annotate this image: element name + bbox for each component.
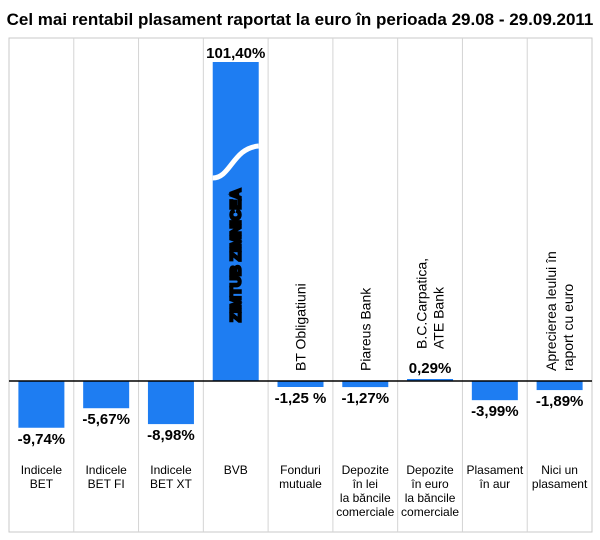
- category-label: Fonduri: [280, 463, 321, 477]
- category-label: BET FI: [88, 477, 125, 491]
- bar: [212, 62, 259, 381]
- category-label: BET: [30, 477, 54, 491]
- category-label: Indicele: [150, 463, 192, 477]
- category-label: Plasament: [466, 463, 523, 477]
- category-label: la băncile: [405, 491, 456, 505]
- bar-name-label: Aprecierea leului în: [543, 251, 559, 371]
- bar: [471, 381, 518, 401]
- data-label: -5,67%: [82, 411, 130, 428]
- column-separators: [73, 38, 528, 532]
- data-label: 101,40%: [206, 45, 265, 62]
- category-label: mutuale: [279, 477, 322, 491]
- category-label: în euro: [410, 477, 449, 491]
- data-label: -3,99%: [471, 403, 519, 420]
- data-label: 0,29%: [409, 360, 452, 377]
- category-label: Indicele: [85, 463, 127, 477]
- data-label: -1,27%: [342, 390, 390, 407]
- bar: [342, 381, 389, 388]
- plot-frame: [8, 37, 593, 533]
- data-label: -1,89%: [536, 393, 584, 410]
- category-label: Nici un: [541, 463, 578, 477]
- bar-name-label: ZIMTUB ZIMNICEA: [228, 189, 245, 322]
- category-label: la băncile: [340, 491, 391, 505]
- bar-name-label: ATE Bank: [431, 286, 447, 349]
- bar: [277, 381, 324, 387]
- category-label: BVB: [224, 463, 248, 477]
- data-label: -8,98%: [147, 427, 195, 444]
- data-label: -1,25 %: [275, 390, 327, 407]
- category-label: în lei: [352, 477, 378, 491]
- bar: [147, 381, 194, 425]
- category-label: plasament: [532, 477, 588, 491]
- bar-name-label: raport cu euro: [560, 284, 576, 371]
- category-label: Depozite: [342, 463, 390, 477]
- category-label: comerciale: [336, 505, 394, 519]
- category-label: Depozite: [406, 463, 454, 477]
- category-label: comerciale: [401, 505, 459, 519]
- category-label: în aur: [478, 477, 510, 491]
- bar-name-label: Piareus Bank: [357, 287, 373, 371]
- data-label: -9,74%: [18, 431, 66, 448]
- bar: [83, 381, 130, 409]
- bars: [18, 62, 583, 428]
- axis-break-mark: [212, 143, 260, 181]
- bar: [407, 379, 454, 381]
- category-label: Indicele: [21, 463, 63, 477]
- bar-name-label: B.C.Carpatica,: [414, 258, 430, 349]
- bar: [536, 381, 583, 391]
- category-label: BET XT: [150, 477, 192, 491]
- bar: [18, 381, 65, 428]
- chart-title: Cel mai rentabil plasament raportat la e…: [7, 10, 594, 29]
- bar-name-label: BT Obligatiuni: [293, 283, 309, 371]
